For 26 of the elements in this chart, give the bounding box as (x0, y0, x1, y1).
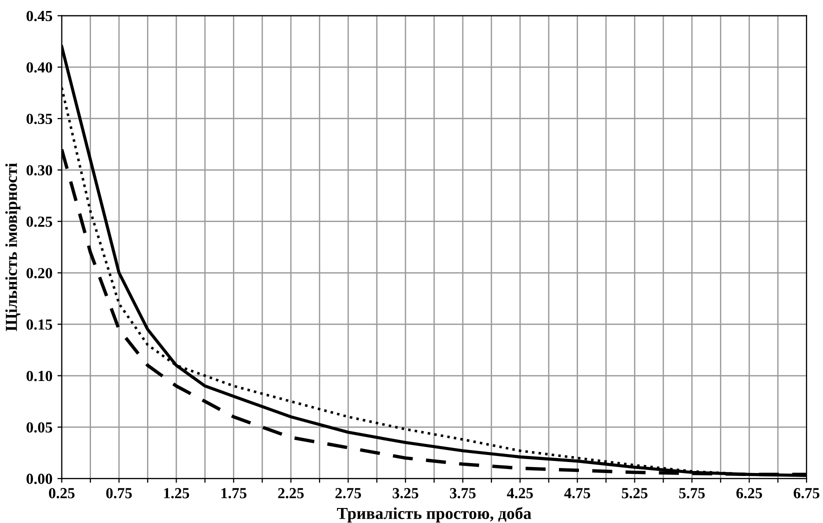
x-tick-label: 0.25 (48, 488, 75, 498)
y-tick-label: 0.20 (26, 268, 52, 278)
x-tick-label: 5.75 (679, 488, 705, 498)
x-tick-label: 3.75 (450, 488, 476, 498)
x-tick-label: 0.75 (106, 488, 132, 498)
y-tick-label: 0.45 (26, 10, 52, 22)
y-tick-label: 0.40 (26, 62, 52, 73)
y-tick-label: 0.25 (26, 216, 52, 227)
y-tick-label: 0.05 (26, 422, 52, 433)
x-tick-label: 3.25 (392, 488, 418, 498)
y-axis-title: Щільність імовірності (5, 163, 20, 332)
y-tick-label: 0.15 (26, 319, 52, 330)
y-tick-label: 0.35 (26, 114, 52, 124)
x-tick-label: 6.75 (794, 488, 820, 498)
x-tick-label: 6.25 (736, 488, 762, 498)
x-tick-label: 5.25 (622, 488, 648, 498)
y-tick-label: 0.00 (26, 474, 52, 484)
x-tick-label: 1.75 (221, 488, 246, 498)
x-axis-title: Тривалість простою, доба (337, 506, 532, 522)
x-tick-label: 2.25 (278, 488, 304, 498)
x-tick-label: 2.75 (335, 488, 361, 498)
x-tick-label: 4.75 (564, 488, 590, 498)
x-tick-label: 1.25 (164, 488, 190, 498)
x-tick-label: 4.25 (506, 488, 533, 498)
y-tick-label: 0.30 (26, 165, 52, 176)
y-tick-label: 0.10 (26, 370, 52, 382)
